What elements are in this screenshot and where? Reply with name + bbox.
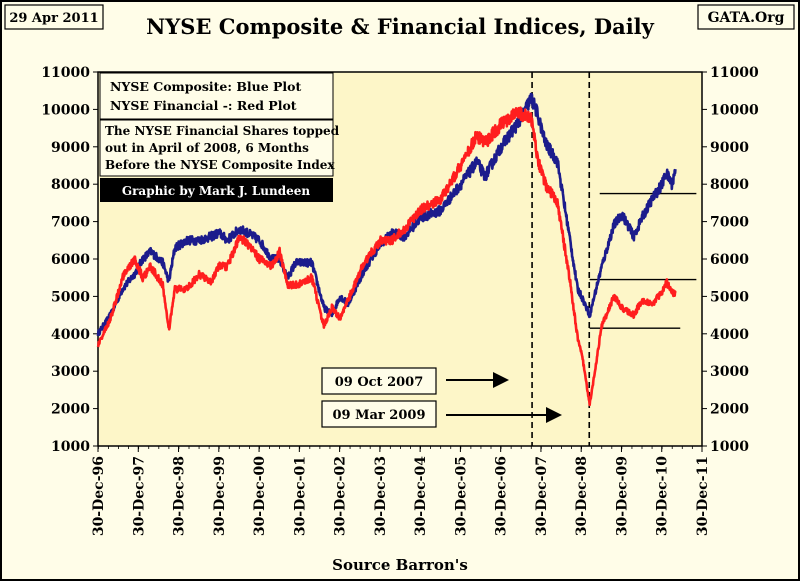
oct2007-label: 09 Oct 2007: [335, 375, 424, 390]
mar2009-box: [321, 400, 437, 428]
y-tick-left-label: 4000: [51, 327, 90, 343]
y-axis-right: 1000 2000 3000 4000 5000 6000 7000 8000 9000 1000…: [702, 65, 759, 455]
x-tick-label: 30-Dec-98: [172, 456, 188, 536]
x-tick-label: 30-Dec-96: [91, 456, 107, 536]
note-line2: out in April of 2008, 6 Months: [105, 141, 309, 155]
source-label: Source Barron's: [332, 556, 468, 574]
x-axis: 30-Dec-96 30-Dec-97 30-Dec-98 30-Dec-99 30-D…: [91, 446, 711, 536]
oct2007-box: [321, 367, 437, 395]
y-tick-left-label: 7000: [51, 215, 90, 231]
reference-lines: [531, 72, 697, 446]
y-tick-right-label: 4000: [710, 327, 749, 343]
y-axis-left: 1000 2000 3000 4000 5000 6000 7000 8000 9000 1000…: [41, 65, 98, 455]
y-tick-left-label: 10000: [41, 102, 90, 118]
y-tick-right-label: 3000: [710, 364, 749, 380]
legend-box: [99, 72, 334, 120]
x-tick-label: 30-Dec-07: [534, 456, 550, 536]
legend-financial: NYSE Financial -: Red Plot: [110, 98, 297, 113]
date-label: 29 Apr 2011: [9, 11, 98, 26]
source-org-label: GATA.Org: [708, 10, 785, 26]
y-tick-left-label: 3000: [51, 364, 90, 380]
x-tick-label: 30-Dec-00: [252, 456, 268, 536]
y-tick-right-label: 2000: [710, 402, 749, 418]
date-box: [4, 4, 104, 30]
y-tick-left-label: 1000: [51, 439, 90, 455]
y-tick-left-label: 11000: [41, 65, 90, 81]
y-tick-right-label: 8000: [710, 177, 749, 193]
x-tick-label: 30-Dec-02: [333, 456, 349, 536]
x-tick-label: 30-Dec-05: [453, 456, 469, 536]
x-tick-label: 30-Dec-99: [212, 456, 228, 536]
note-line1: The NYSE Financial Shares topped: [105, 124, 340, 138]
legend-composite: NYSE Composite: Blue Plot: [110, 79, 302, 94]
y-tick-right-label: 11000: [710, 65, 759, 81]
x-tick-label: 30-Dec-09: [614, 456, 630, 536]
source-org-box: [697, 4, 795, 30]
note-line3: Before the NYSE Composite Index: [105, 158, 335, 172]
credit-label: Graphic by Mark J. Lundeen: [122, 184, 311, 198]
y-tick-left-label: 8000: [51, 177, 90, 193]
series-group: [96, 92, 677, 407]
y-tick-right-label: 5000: [710, 289, 749, 305]
mar2009-label: 09 Mar 2009: [333, 408, 426, 423]
y-tick-left-label: 2000: [51, 402, 90, 418]
y-tick-right-label: 6000: [710, 252, 749, 268]
y-tick-left-label: 9000: [51, 140, 90, 156]
x-tick-label: 30-Dec-01: [292, 456, 308, 536]
chart-title: NYSE Composite & Financial Indices, Dail…: [146, 14, 655, 39]
y-tick-right-label: 9000: [710, 140, 749, 156]
x-tick-label: 30-Dec-03: [373, 456, 389, 536]
y-tick-left-label: 6000: [51, 252, 90, 268]
y-tick-right-label: 7000: [710, 215, 749, 231]
y-tick-right-label: 10000: [710, 102, 759, 118]
x-tick-label: 30-Dec-97: [131, 456, 147, 536]
x-tick-label: 30-Dec-11: [695, 456, 711, 536]
credit-box: [100, 178, 333, 202]
y-tick-right-label: 1000: [710, 439, 749, 455]
x-tick-label: 30-Dec-06: [494, 456, 510, 536]
x-tick-label: 30-Dec-10: [655, 456, 671, 536]
x-tick-label: 30-Dec-04: [413, 456, 429, 536]
y-tick-left-label: 5000: [51, 289, 90, 305]
series-financial-line: [96, 106, 677, 407]
x-tick-label: 30-Dec-08: [574, 456, 590, 536]
note-box: [99, 119, 334, 177]
